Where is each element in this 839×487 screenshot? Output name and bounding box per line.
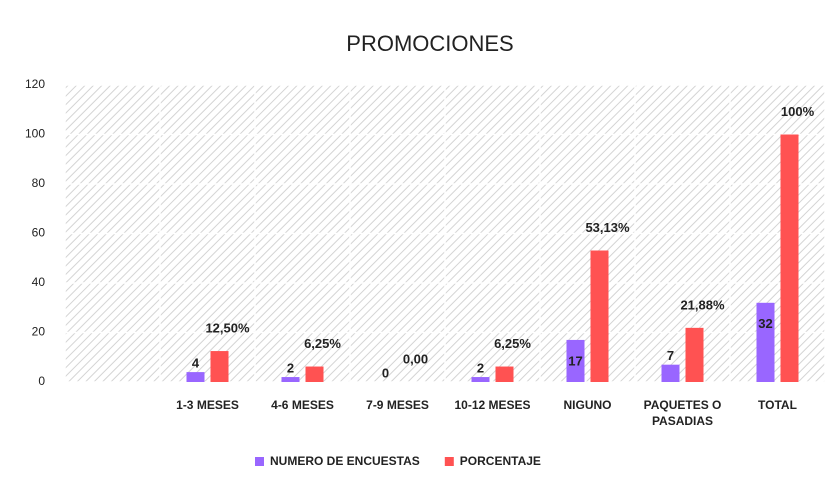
- y-tick-label: 60: [32, 226, 46, 240]
- bar: [495, 366, 514, 382]
- x-tick-label: 1-3 MESES: [176, 398, 239, 412]
- bar: [756, 302, 775, 382]
- data-label: 100%: [781, 104, 815, 119]
- y-tick-label: 100: [25, 127, 45, 141]
- legend-swatch: [444, 457, 454, 466]
- data-label: 6,25%: [304, 336, 341, 351]
- y-tick-label: 0: [38, 374, 45, 388]
- legend-label: NUMERO DE ENCUESTAS: [270, 454, 420, 468]
- data-label: 2: [287, 360, 294, 375]
- bar: [305, 366, 324, 382]
- y-tick-label: 120: [25, 77, 45, 91]
- bar: [186, 372, 205, 382]
- bar: [590, 250, 609, 382]
- data-label: 2: [477, 360, 484, 375]
- data-label: 6,25%: [494, 336, 531, 351]
- bar: [780, 134, 799, 382]
- data-label: 0,00: [403, 351, 428, 366]
- chart-title: PROMOCIONES: [346, 31, 513, 56]
- data-label: 53,13%: [585, 220, 630, 235]
- y-tick-label: 80: [32, 176, 46, 190]
- data-label: 21,88%: [680, 297, 725, 312]
- bar: [661, 364, 680, 382]
- bar: [281, 377, 300, 382]
- x-tick-label: 4-6 MESES: [271, 398, 334, 412]
- x-tick-label: 7-9 MESES: [366, 398, 429, 412]
- data-label: 0: [382, 365, 389, 380]
- bar: [685, 327, 704, 382]
- legend-swatch: [255, 457, 264, 466]
- bar: [210, 351, 229, 382]
- data-label: 7: [667, 348, 674, 363]
- x-tick-label: TOTAL: [758, 398, 797, 412]
- x-tick-label: 10-12 MESES: [454, 398, 531, 412]
- data-label: 32: [758, 316, 772, 331]
- y-tick-label: 40: [32, 275, 46, 289]
- bar: [471, 377, 490, 382]
- legend-label: PORCENTAJE: [460, 454, 541, 468]
- x-tick-label: PAQUETES O PASADIAS: [643, 398, 722, 428]
- bar: [566, 339, 585, 382]
- data-label: 17: [568, 353, 582, 368]
- data-label: 4: [192, 356, 200, 371]
- y-tick-label: 20: [32, 325, 46, 339]
- data-label: 12,50%: [205, 321, 250, 336]
- x-tick-label: NIGUNO: [563, 398, 612, 412]
